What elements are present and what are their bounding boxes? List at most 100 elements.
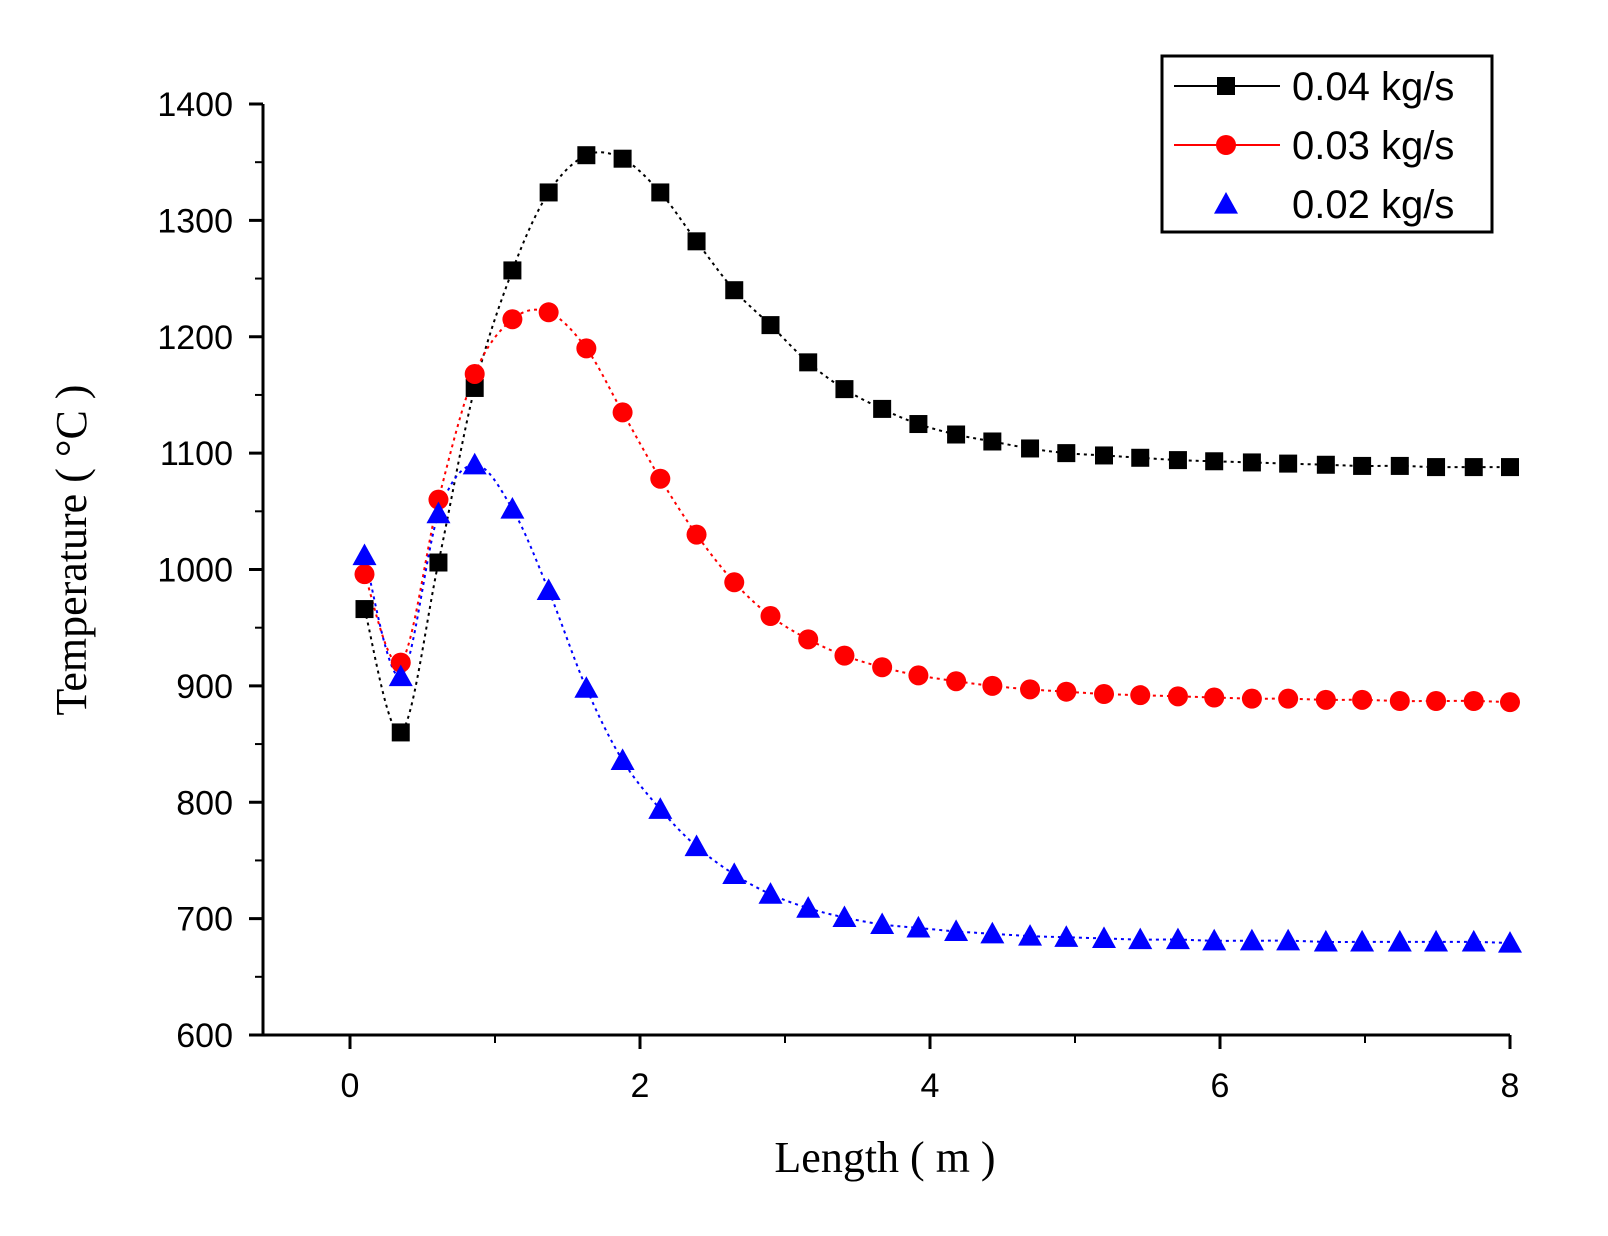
data-point-0-02-kg-s-15 [906,915,931,938]
data-point-0-02-kg-s-20 [1092,926,1116,949]
data-point-0-02-kg-s-28 [1387,929,1412,952]
data-point-0-02-kg-s-22 [1165,927,1190,950]
data-point-0-03-kg-s-1 [390,652,411,673]
series-lines [363,151,1511,945]
data-point-0-04-kg-s-18 [1021,439,1040,458]
y-tick-label: 1200 [157,319,233,357]
legend-marker [1216,135,1236,155]
data-point-0-03-kg-s-7 [612,402,633,423]
data-point-0-03-kg-s-5 [538,302,559,323]
legend-label: 0.04 kg/s [1292,65,1454,109]
y-tick-label: 700 [176,901,233,939]
x-tick-label: 2 [631,1067,650,1105]
data-point-0-02-kg-s-23 [1202,928,1227,951]
data-point-0-04-kg-s-5 [539,183,558,202]
y-tick-label: 1100 [160,435,233,473]
data-point-0-02-kg-s-14 [870,912,895,935]
data-point-0-04-kg-s-21 [1131,448,1150,467]
data-point-0-03-kg-s-29 [1426,691,1447,712]
data-point-0-04-kg-s-8 [651,183,670,202]
x-tick-label: 0 [341,1067,360,1105]
data-point-0-03-kg-s-9 [686,524,707,545]
data-point-0-03-kg-s-20 [1094,684,1114,705]
y-tick-label: 900 [176,668,233,706]
data-point-0-02-kg-s-9 [684,834,709,857]
data-point-0-04-kg-s-1 [391,723,410,742]
data-point-0-02-kg-s-8 [648,797,673,819]
data-point-0-02-kg-s-7 [610,748,635,770]
data-point-0-04-kg-s-12 [799,353,818,372]
data-point-0-02-kg-s-27 [1350,929,1375,952]
data-point-0-04-kg-s-22 [1168,451,1187,470]
data-point-0-02-kg-s-19 [1054,925,1079,947]
data-point-0-04-kg-s-2 [429,553,448,572]
data-point-0-03-kg-s-0 [354,564,375,585]
y-tick-label: 600 [176,1017,233,1055]
data-point-0-02-kg-s-5 [536,578,561,601]
tick-labels: 600 700 800 900 1000 1100 1200 1300 1400 0 2 4 6 8 [157,86,1519,1105]
data-point-0-04-kg-s-13 [835,380,854,399]
data-point-0-04-kg-s-26 [1316,455,1335,474]
data-point-0-02-kg-s-16 [944,919,969,942]
x-tick-label: 8 [1501,1067,1520,1105]
series-line-0-03-kg-s [363,308,1511,704]
legend-label: 0.03 kg/s [1292,124,1454,168]
legend-marker [1217,77,1235,95]
data-point-0-04-kg-s-11 [761,316,780,335]
data-point-0-03-kg-s-24 [1241,688,1262,709]
data-point-0-03-kg-s-23 [1204,687,1225,708]
axes [249,102,1512,1049]
legend: 0.04 kg/s 0.03 kg/s 0.02 kg/s [1160,54,1494,234]
y-tick-label: 1000 [157,552,233,590]
data-point-0-02-kg-s-0 [352,543,377,566]
data-point-0-04-kg-s-30 [1464,458,1483,477]
data-point-0-04-kg-s-6 [577,146,596,165]
data-point-0-03-kg-s-15 [908,665,929,686]
data-point-0-02-kg-s-30 [1461,929,1486,952]
data-point-0-02-kg-s-11 [758,882,783,904]
y-tick-label: 1400 [157,86,233,124]
data-point-0-04-kg-s-0 [355,600,374,619]
y-tick-label: 800 [176,784,233,822]
data-point-0-03-kg-s-8 [650,468,671,489]
x-tick-label: 6 [1211,1067,1230,1105]
data-point-0-04-kg-s-28 [1390,456,1409,475]
data-point-0-03-kg-s-13 [834,645,855,666]
data-point-0-04-kg-s-3 [465,378,484,397]
data-point-0-03-kg-s-31 [1500,692,1520,713]
data-point-0-02-kg-s-13 [832,905,857,928]
legend-marker [1214,192,1238,214]
data-point-0-03-kg-s-10 [724,572,745,593]
data-point-0-03-kg-s-19 [1056,681,1077,702]
data-point-0-03-kg-s-3 [464,363,485,384]
data-point-0-02-kg-s-29 [1424,929,1449,952]
data-point-0-03-kg-s-16 [946,671,967,692]
data-point-0-03-kg-s-6 [576,338,597,359]
series-line-0-04-kg-s [363,151,1510,734]
data-point-0-04-kg-s-10 [725,281,744,300]
data-point-0-03-kg-s-11 [760,606,781,627]
data-point-0-02-kg-s-4 [500,496,525,519]
data-point-0-02-kg-s-2 [426,501,451,524]
data-point-0-04-kg-s-23 [1205,452,1224,471]
data-point-0-04-kg-s-17 [983,432,1002,451]
data-point-0-02-kg-s-3 [462,452,487,475]
data-point-0-03-kg-s-30 [1463,691,1484,712]
data-point-0-03-kg-s-2 [428,489,449,510]
data-point-0-03-kg-s-17 [982,675,1003,696]
data-point-0-03-kg-s-28 [1389,691,1410,712]
data-point-0-04-kg-s-14 [873,399,892,418]
data-point-0-04-kg-s-7 [613,149,632,168]
data-point-0-02-kg-s-26 [1313,929,1338,952]
data-point-0-02-kg-s-6 [574,676,599,698]
y-axis-title: Temperature ( °C ) [47,385,96,716]
data-point-0-03-kg-s-25 [1278,688,1299,709]
data-point-0-02-kg-s-18 [1018,924,1043,946]
data-point-0-03-kg-s-4 [502,309,523,330]
data-point-0-02-kg-s-17 [980,921,1005,944]
data-point-0-04-kg-s-29 [1427,458,1446,477]
data-point-0-02-kg-s-25 [1276,928,1301,951]
data-point-0-02-kg-s-1 [388,664,413,687]
data-point-0-03-kg-s-14 [872,657,893,678]
